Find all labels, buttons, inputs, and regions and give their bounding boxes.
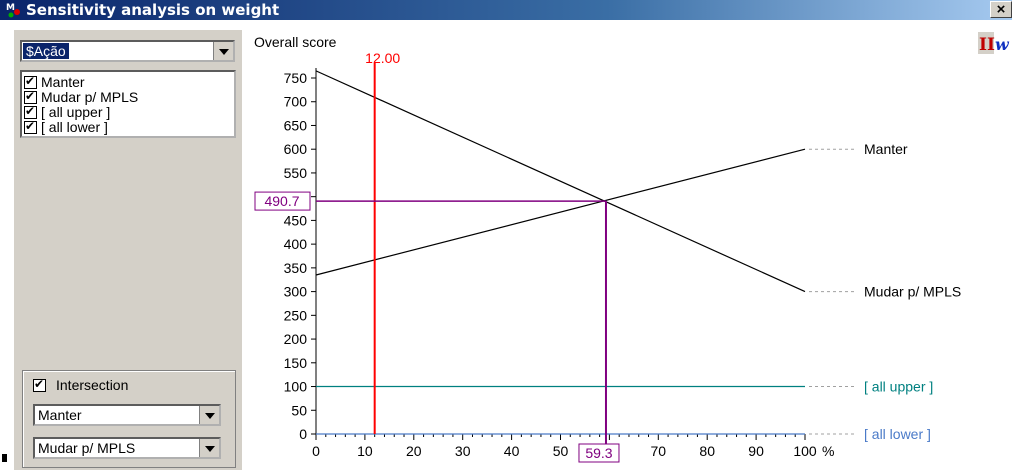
intersection-select-1-value: Manter	[38, 407, 82, 423]
y-tick-label: 400	[284, 236, 308, 252]
x-tick-label: 10	[357, 443, 373, 459]
y-tick-label: 150	[284, 355, 308, 371]
checkbox[interactable]	[24, 119, 37, 134]
toolbar-logo[interactable]: II w	[978, 32, 1012, 56]
y-tick-label: 600	[284, 141, 308, 157]
list-item-label: Manter	[41, 74, 85, 90]
alternatives-list[interactable]: Manter Mudar p/ MPLS [ all upper ] [ all…	[20, 70, 236, 138]
series-label: [ all upper ]	[864, 379, 933, 395]
x-tick-label: 20	[406, 443, 422, 459]
series-label: Mudar p/ MPLS	[864, 284, 961, 300]
x-tick-label: 30	[455, 443, 471, 459]
chevron-down-icon[interactable]	[213, 42, 233, 60]
series-line	[315, 70, 806, 293]
y-tick-label: 100	[284, 379, 308, 395]
y-tick-label: 550	[284, 165, 308, 181]
intersection-y-box	[254, 191, 311, 211]
y-tick-label: 650	[284, 117, 308, 133]
intersection-label: Intersection	[56, 377, 129, 393]
y-tick-label: 0	[299, 426, 307, 442]
edge-mark	[2, 454, 7, 462]
checkbox[interactable]	[33, 377, 46, 392]
app-icon: M	[6, 3, 20, 18]
series-line	[315, 148, 806, 276]
x-tick-label: 70	[651, 443, 667, 459]
list-item-all-upper[interactable]: [ all upper ]	[24, 104, 111, 120]
x-tick-label: 40	[504, 443, 520, 459]
logo-text: II	[979, 35, 995, 55]
window-left-edge	[0, 20, 14, 470]
list-item-mudar[interactable]: Mudar p/ MPLS	[24, 89, 139, 105]
intersection-checkbox[interactable]: Intersection	[33, 377, 128, 393]
y-tick-label: 50	[291, 402, 307, 418]
intersection-select-2[interactable]: Mudar p/ MPLS	[33, 437, 221, 459]
window-title: Sensitivity analysis on weight	[26, 1, 280, 19]
list-item-label: Mudar p/ MPLS	[41, 89, 139, 105]
intersection-x-label: 59.3	[585, 445, 612, 461]
y-tick-label: 450	[284, 212, 308, 228]
svg-text:M: M	[6, 3, 15, 13]
checkbox[interactable]	[24, 104, 37, 119]
list-item-label: [ all upper ]	[41, 104, 111, 120]
chevron-down-icon[interactable]	[199, 406, 219, 424]
x-tick-label: 50	[553, 443, 569, 459]
criterion-select-value: $Ação	[23, 43, 69, 59]
x-tick-label: 100	[793, 443, 817, 459]
logo-w: w	[995, 35, 1010, 54]
x-tick-label: 90	[748, 443, 764, 459]
list-item-label: [ all lower ]	[41, 119, 108, 135]
intersection-select-1[interactable]: Manter	[33, 404, 221, 426]
y-axis-label: Overall score	[254, 34, 337, 50]
series-label: Manter	[864, 141, 908, 157]
title-bar: M Sensitivity analysis on weight ×	[0, 0, 1012, 20]
x-tick-label: 80	[699, 443, 715, 459]
checkbox[interactable]	[24, 89, 37, 104]
intersection-y-label: 490.7	[264, 193, 299, 209]
series-label: [ all lower ]	[864, 426, 931, 442]
y-tick-label: 350	[284, 260, 308, 276]
current-weight-label: 12.00	[365, 50, 400, 66]
list-item-manter[interactable]: Manter	[24, 74, 85, 90]
y-tick-label: 700	[284, 94, 308, 110]
intersection-x-box	[578, 443, 620, 463]
checkbox[interactable]	[24, 74, 37, 89]
y-tick-label: 200	[284, 331, 308, 347]
sensitivity-chart: Overall score 05010015020025030035040045…	[254, 34, 961, 463]
y-tick-label: 250	[284, 307, 308, 323]
intersection-select-2-value: Mudar p/ MPLS	[38, 440, 136, 456]
list-item-all-lower[interactable]: [ all lower ]	[24, 119, 108, 135]
x-tick-label: 0	[312, 443, 320, 459]
y-tick-label: 300	[284, 284, 308, 300]
close-button[interactable]: ×	[990, 1, 1012, 18]
x-axis-unit: %	[822, 443, 834, 459]
y-tick-label: 750	[284, 70, 308, 86]
chevron-down-icon[interactable]	[199, 439, 219, 457]
criterion-select[interactable]: $Ação	[20, 40, 235, 62]
intersection-group	[22, 370, 236, 468]
